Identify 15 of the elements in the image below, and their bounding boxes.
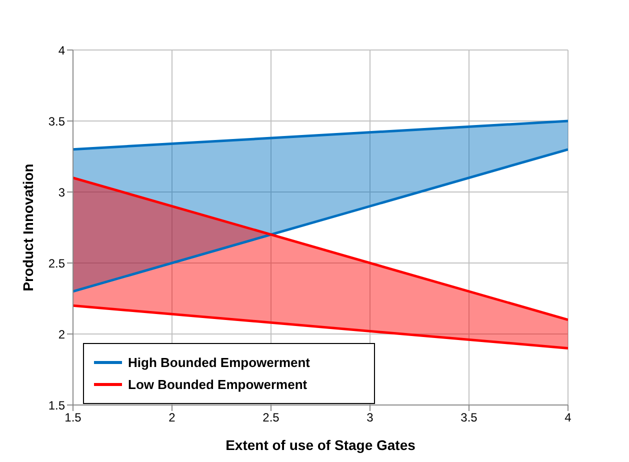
legend-label: High Bounded Empowerment xyxy=(128,355,310,370)
y-tick-label: 4 xyxy=(58,43,66,58)
x-tick-label: 3 xyxy=(366,410,374,425)
y-tick-label: 1.5 xyxy=(48,398,66,412)
y-tick-label: 3 xyxy=(58,185,66,200)
x-tick-label: 2.5 xyxy=(262,410,280,425)
x-tick-label: 2 xyxy=(168,410,176,425)
x-tick-label: 4 xyxy=(564,410,572,425)
x-axis-title: Extent of use of Stage Gates xyxy=(226,437,416,453)
legend-label: Low Bounded Empowerment xyxy=(128,377,308,392)
y-tick-label: 3.5 xyxy=(48,114,66,128)
y-axis-title: Product Innovation xyxy=(20,164,36,292)
y-tick-label: 2 xyxy=(58,327,66,342)
y-tick-label: 2.5 xyxy=(48,256,66,270)
x-tick-label: 3.5 xyxy=(460,410,478,425)
